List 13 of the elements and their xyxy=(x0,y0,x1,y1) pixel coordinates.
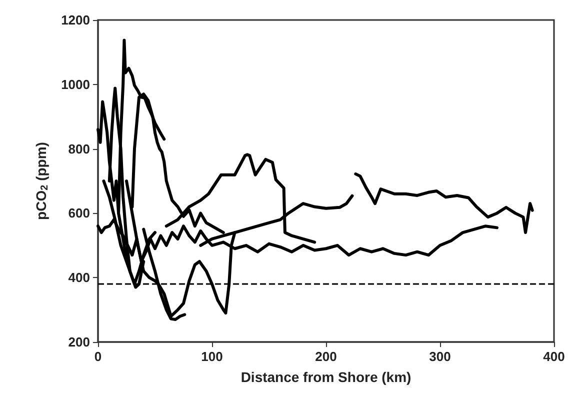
y-tick-label: 1200 xyxy=(61,12,90,28)
y-tick-label: 600 xyxy=(68,206,90,221)
x-tick-label: 300 xyxy=(429,349,451,364)
x-axis-title: Distance from Shore (km) xyxy=(240,369,412,385)
y-tick-label: 400 xyxy=(68,270,90,286)
x-tick-label: 0 xyxy=(94,349,102,364)
y-axis-title: pCO2 (ppm) xyxy=(33,142,50,220)
x-tick-label: 200 xyxy=(315,349,337,364)
y-tick-label: 1000 xyxy=(61,76,90,92)
x-tick-label: 100 xyxy=(201,349,223,364)
y-tick-label: 200 xyxy=(68,334,90,350)
y-tick-label: 800 xyxy=(68,141,90,156)
x-tick-label: 400 xyxy=(543,349,565,364)
